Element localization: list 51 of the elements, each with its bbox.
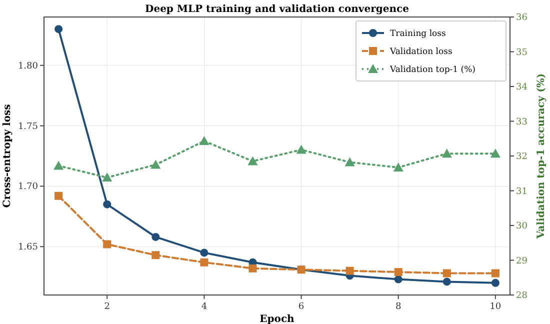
point	[491, 269, 500, 278]
y-tick-label: 1.80	[18, 61, 38, 72]
y2-tick-label: 30	[516, 222, 528, 232]
y-tick-label: 1.75	[18, 122, 38, 132]
x-tick-label: 8	[395, 302, 402, 312]
x-tick-label: 4	[201, 302, 208, 312]
point	[296, 144, 306, 154]
y2-tick-label: 34	[516, 82, 528, 92]
point	[393, 162, 404, 172]
legend-label: Validation top-1 (%)	[389, 65, 476, 75]
point	[102, 172, 112, 182]
x-tick-label: 2	[104, 302, 110, 312]
point	[152, 251, 160, 260]
point	[150, 160, 161, 169]
y2-tick-label: 35	[516, 48, 528, 58]
y2-tick-label: 29	[516, 256, 528, 266]
y2-tick-label: 31	[516, 186, 528, 197]
legend-label: Training loss	[390, 29, 446, 39]
point	[344, 157, 355, 166]
y-tick-label: 1.70	[18, 182, 38, 192]
y2-axis-title: Validation top-1 accuracy (%)	[536, 73, 547, 240]
point	[442, 278, 451, 286]
y2-tick-label: 32	[516, 152, 528, 162]
point	[200, 258, 208, 266]
legend-label: Validation loss	[389, 47, 452, 57]
point	[248, 156, 258, 166]
point	[54, 160, 64, 170]
y-tick-label: 1.65	[18, 242, 38, 253]
x-axis-title: Epoch	[260, 314, 296, 324]
point	[490, 148, 500, 158]
y2-tick-label: 28	[516, 291, 528, 301]
point	[491, 278, 500, 287]
point	[103, 240, 112, 248]
point	[103, 200, 112, 208]
point	[200, 248, 208, 257]
x-tick-label: 6	[298, 302, 304, 312]
point	[394, 275, 402, 284]
chart-title: Deep MLP training and validation convergence	[145, 4, 409, 15]
point	[442, 269, 451, 278]
y-axis-title: Cross-entropy loss	[2, 104, 13, 208]
x-tick-label: 10	[490, 302, 502, 312]
point	[54, 192, 63, 200]
point	[152, 232, 160, 241]
y2-tick-label: 36	[516, 13, 528, 23]
point	[248, 264, 257, 272]
point	[442, 148, 452, 158]
point	[54, 25, 63, 34]
point	[394, 268, 402, 276]
point	[199, 136, 210, 146]
y2-tick-label: 33	[516, 117, 528, 128]
point	[346, 266, 354, 275]
